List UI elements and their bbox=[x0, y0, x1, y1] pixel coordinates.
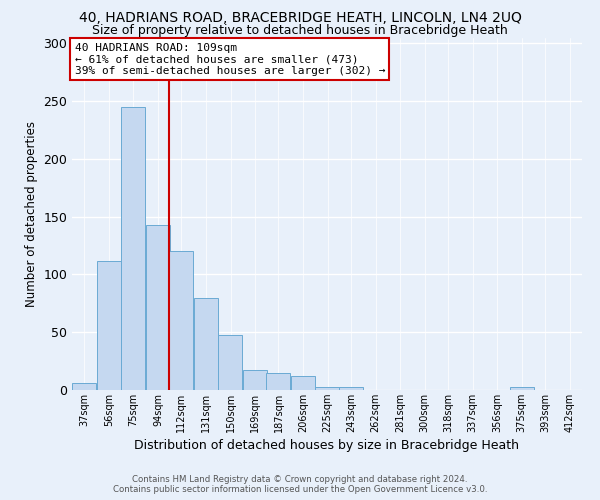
Bar bbox=[291, 376, 315, 390]
Bar bbox=[194, 298, 218, 390]
Bar bbox=[316, 386, 340, 390]
Text: 40, HADRIANS ROAD, BRACEBRIDGE HEATH, LINCOLN, LN4 2UQ: 40, HADRIANS ROAD, BRACEBRIDGE HEATH, LI… bbox=[79, 11, 521, 25]
Bar bbox=[338, 386, 363, 390]
Bar bbox=[146, 224, 170, 390]
Bar bbox=[97, 260, 121, 390]
Text: 40 HADRIANS ROAD: 109sqm
← 61% of detached houses are smaller (473)
39% of semi-: 40 HADRIANS ROAD: 109sqm ← 61% of detach… bbox=[74, 43, 385, 76]
Bar bbox=[121, 107, 145, 390]
Bar bbox=[266, 372, 290, 390]
Bar bbox=[169, 252, 193, 390]
Y-axis label: Number of detached properties: Number of detached properties bbox=[25, 120, 38, 306]
Bar bbox=[509, 386, 534, 390]
Bar bbox=[72, 383, 96, 390]
Text: Contains HM Land Registry data © Crown copyright and database right 2024.
Contai: Contains HM Land Registry data © Crown c… bbox=[113, 474, 487, 494]
Text: Size of property relative to detached houses in Bracebridge Heath: Size of property relative to detached ho… bbox=[92, 24, 508, 37]
Bar bbox=[243, 370, 267, 390]
Bar bbox=[218, 334, 242, 390]
X-axis label: Distribution of detached houses by size in Bracebridge Heath: Distribution of detached houses by size … bbox=[134, 439, 520, 452]
